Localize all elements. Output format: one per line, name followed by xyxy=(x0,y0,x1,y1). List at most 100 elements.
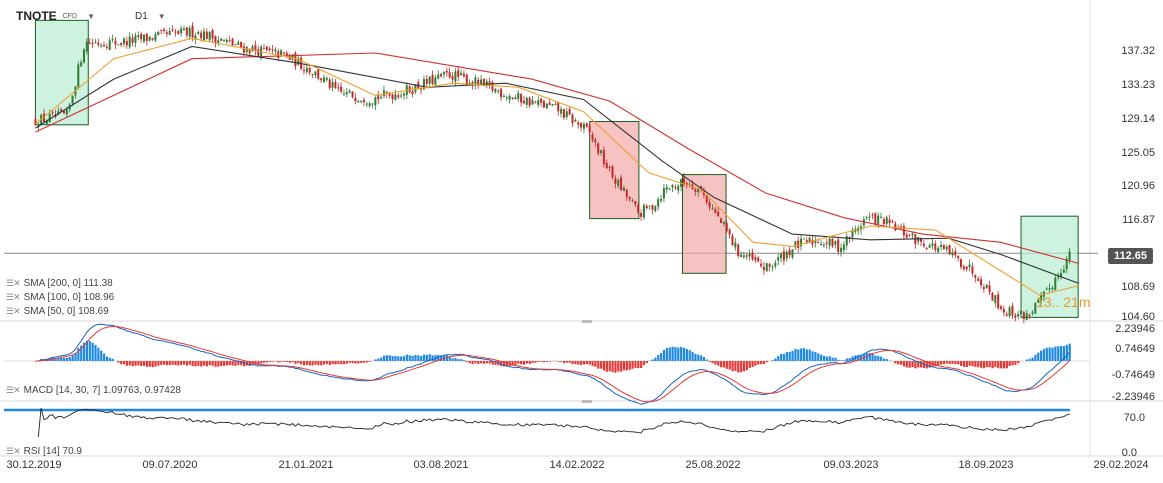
macd-histogram-bar xyxy=(145,361,149,367)
candle-body xyxy=(665,187,668,190)
x-tick: 30.12.2019 xyxy=(6,459,62,471)
macd-tick: 0.74649 xyxy=(1115,343,1155,355)
macd-histogram-bar xyxy=(1028,358,1031,361)
macd-histogram-bar xyxy=(728,361,731,370)
symbol-label[interactable]: TNOTE xyxy=(16,9,57,23)
candle-body xyxy=(711,207,714,209)
candle-body xyxy=(671,185,674,188)
candle-body xyxy=(774,262,777,267)
legend-sma100[interactable]: ☰✕ SMA [100, 0] 108.96 xyxy=(6,292,114,303)
candle-body xyxy=(957,255,960,259)
macd-histogram-bar xyxy=(300,361,303,365)
candle-body xyxy=(968,264,971,268)
macd-histogram-bar xyxy=(57,357,60,361)
macd-histogram-bar xyxy=(645,361,648,363)
candle-body xyxy=(562,108,565,118)
timeframe-dropdown-icon[interactable]: ▼ xyxy=(157,11,166,21)
candle-body xyxy=(668,188,671,190)
candle-body xyxy=(1065,258,1068,270)
macd-histogram-bar xyxy=(237,361,240,365)
x-tick: 25.08.2022 xyxy=(685,459,741,471)
candle-body xyxy=(380,97,383,99)
candle-body xyxy=(545,103,548,109)
timeframe-label[interactable]: D1 xyxy=(134,10,148,22)
candle-body xyxy=(311,73,314,75)
macd-histogram-bar xyxy=(414,354,417,361)
candle-body xyxy=(508,95,511,100)
macd-histogram-bar xyxy=(705,359,708,361)
macd-signal-line xyxy=(35,325,1070,403)
candle-body xyxy=(265,46,268,51)
macd-histogram-bar xyxy=(868,353,871,361)
macd-histogram-bar xyxy=(320,361,323,366)
macd-histogram-bar xyxy=(120,361,123,365)
macd-histogram-bar xyxy=(702,357,706,361)
candle-body xyxy=(920,238,923,242)
macd-histogram-bar xyxy=(900,361,903,365)
macd-histogram-bar xyxy=(225,361,229,366)
candle-body xyxy=(605,163,608,169)
legend-rsi[interactable]: ☰✕ RSI [14] 70.9 xyxy=(6,446,82,457)
macd-histogram-bar xyxy=(254,361,257,365)
settings-icon[interactable]: ☰✕ xyxy=(6,278,21,288)
candle-body xyxy=(425,78,428,84)
macd-histogram-bar xyxy=(528,361,531,364)
macd-histogram-bar xyxy=(182,361,186,365)
macd-histogram-bar xyxy=(88,341,91,361)
candle-body xyxy=(925,248,928,250)
macd-histogram-bar xyxy=(674,347,677,361)
symbol-dropdown-icon[interactable]: ▼ xyxy=(87,11,95,21)
candle-body xyxy=(531,99,534,105)
legend-sma200[interactable]: ☰✕ SMA [200, 0] 111.38 xyxy=(6,278,113,289)
candle-body xyxy=(131,37,134,43)
macd-histogram-bar xyxy=(282,361,286,362)
macd-histogram-bar xyxy=(491,361,494,365)
macd-histogram-bar xyxy=(200,361,203,367)
candle-body xyxy=(234,44,237,46)
candle-body xyxy=(328,79,331,89)
macd-histogram-bar xyxy=(362,361,366,363)
macd-histogram-bar xyxy=(834,357,837,361)
macd-histogram-bar xyxy=(228,361,231,366)
settings-icon[interactable]: ☰✕ xyxy=(6,446,21,456)
macd-histogram-bar xyxy=(808,349,811,361)
macd-histogram-bar xyxy=(525,361,528,364)
macd-histogram-bar xyxy=(351,361,354,364)
macd-histogram-bar xyxy=(797,349,800,361)
candle-body xyxy=(785,251,788,259)
macd-histogram-bar xyxy=(277,361,280,363)
macd-histogram-bar xyxy=(685,348,688,361)
candle-body xyxy=(845,236,848,246)
macd-histogram-bar xyxy=(577,361,580,365)
sma50-label: SMA [50, 0] 108.69 xyxy=(23,306,109,317)
candle-body xyxy=(117,44,120,46)
sma100-label: SMA [100, 0] 108.96 xyxy=(23,292,115,303)
candle-body xyxy=(591,134,594,141)
candle-body xyxy=(874,213,877,225)
settings-icon[interactable]: ☰✕ xyxy=(6,292,21,302)
legend-sma50[interactable]: ☰✕ SMA [50, 0] 108.69 xyxy=(6,306,109,317)
macd-histogram-bar xyxy=(180,361,183,365)
macd-histogram-bar xyxy=(1034,354,1037,361)
macd-histogram-bar xyxy=(468,361,471,364)
macd-histogram-bar xyxy=(357,361,360,364)
macd-histogram-bar xyxy=(571,361,574,365)
candle-body xyxy=(620,177,623,191)
candle-body xyxy=(1034,302,1037,314)
legend-macd[interactable]: ☰✕ MACD [14, 30, 7] 1.09763, 0.97428 xyxy=(6,385,181,396)
macd-histogram-bar xyxy=(111,358,114,361)
macd-histogram-bar xyxy=(971,361,974,367)
candle-body xyxy=(108,40,111,50)
settings-icon[interactable]: ☰✕ xyxy=(6,385,21,395)
macd-histogram-bar xyxy=(482,361,486,364)
candle-body xyxy=(771,266,774,268)
macd-histogram-bar xyxy=(980,361,983,368)
candle-body xyxy=(622,187,625,191)
macd-histogram-bar xyxy=(311,361,314,366)
candle-body xyxy=(965,266,968,270)
macd-histogram-bar xyxy=(262,361,266,363)
macd-histogram-bar xyxy=(657,354,660,361)
macd-histogram-bar xyxy=(1011,361,1014,366)
settings-icon[interactable]: ☰✕ xyxy=(6,306,21,316)
